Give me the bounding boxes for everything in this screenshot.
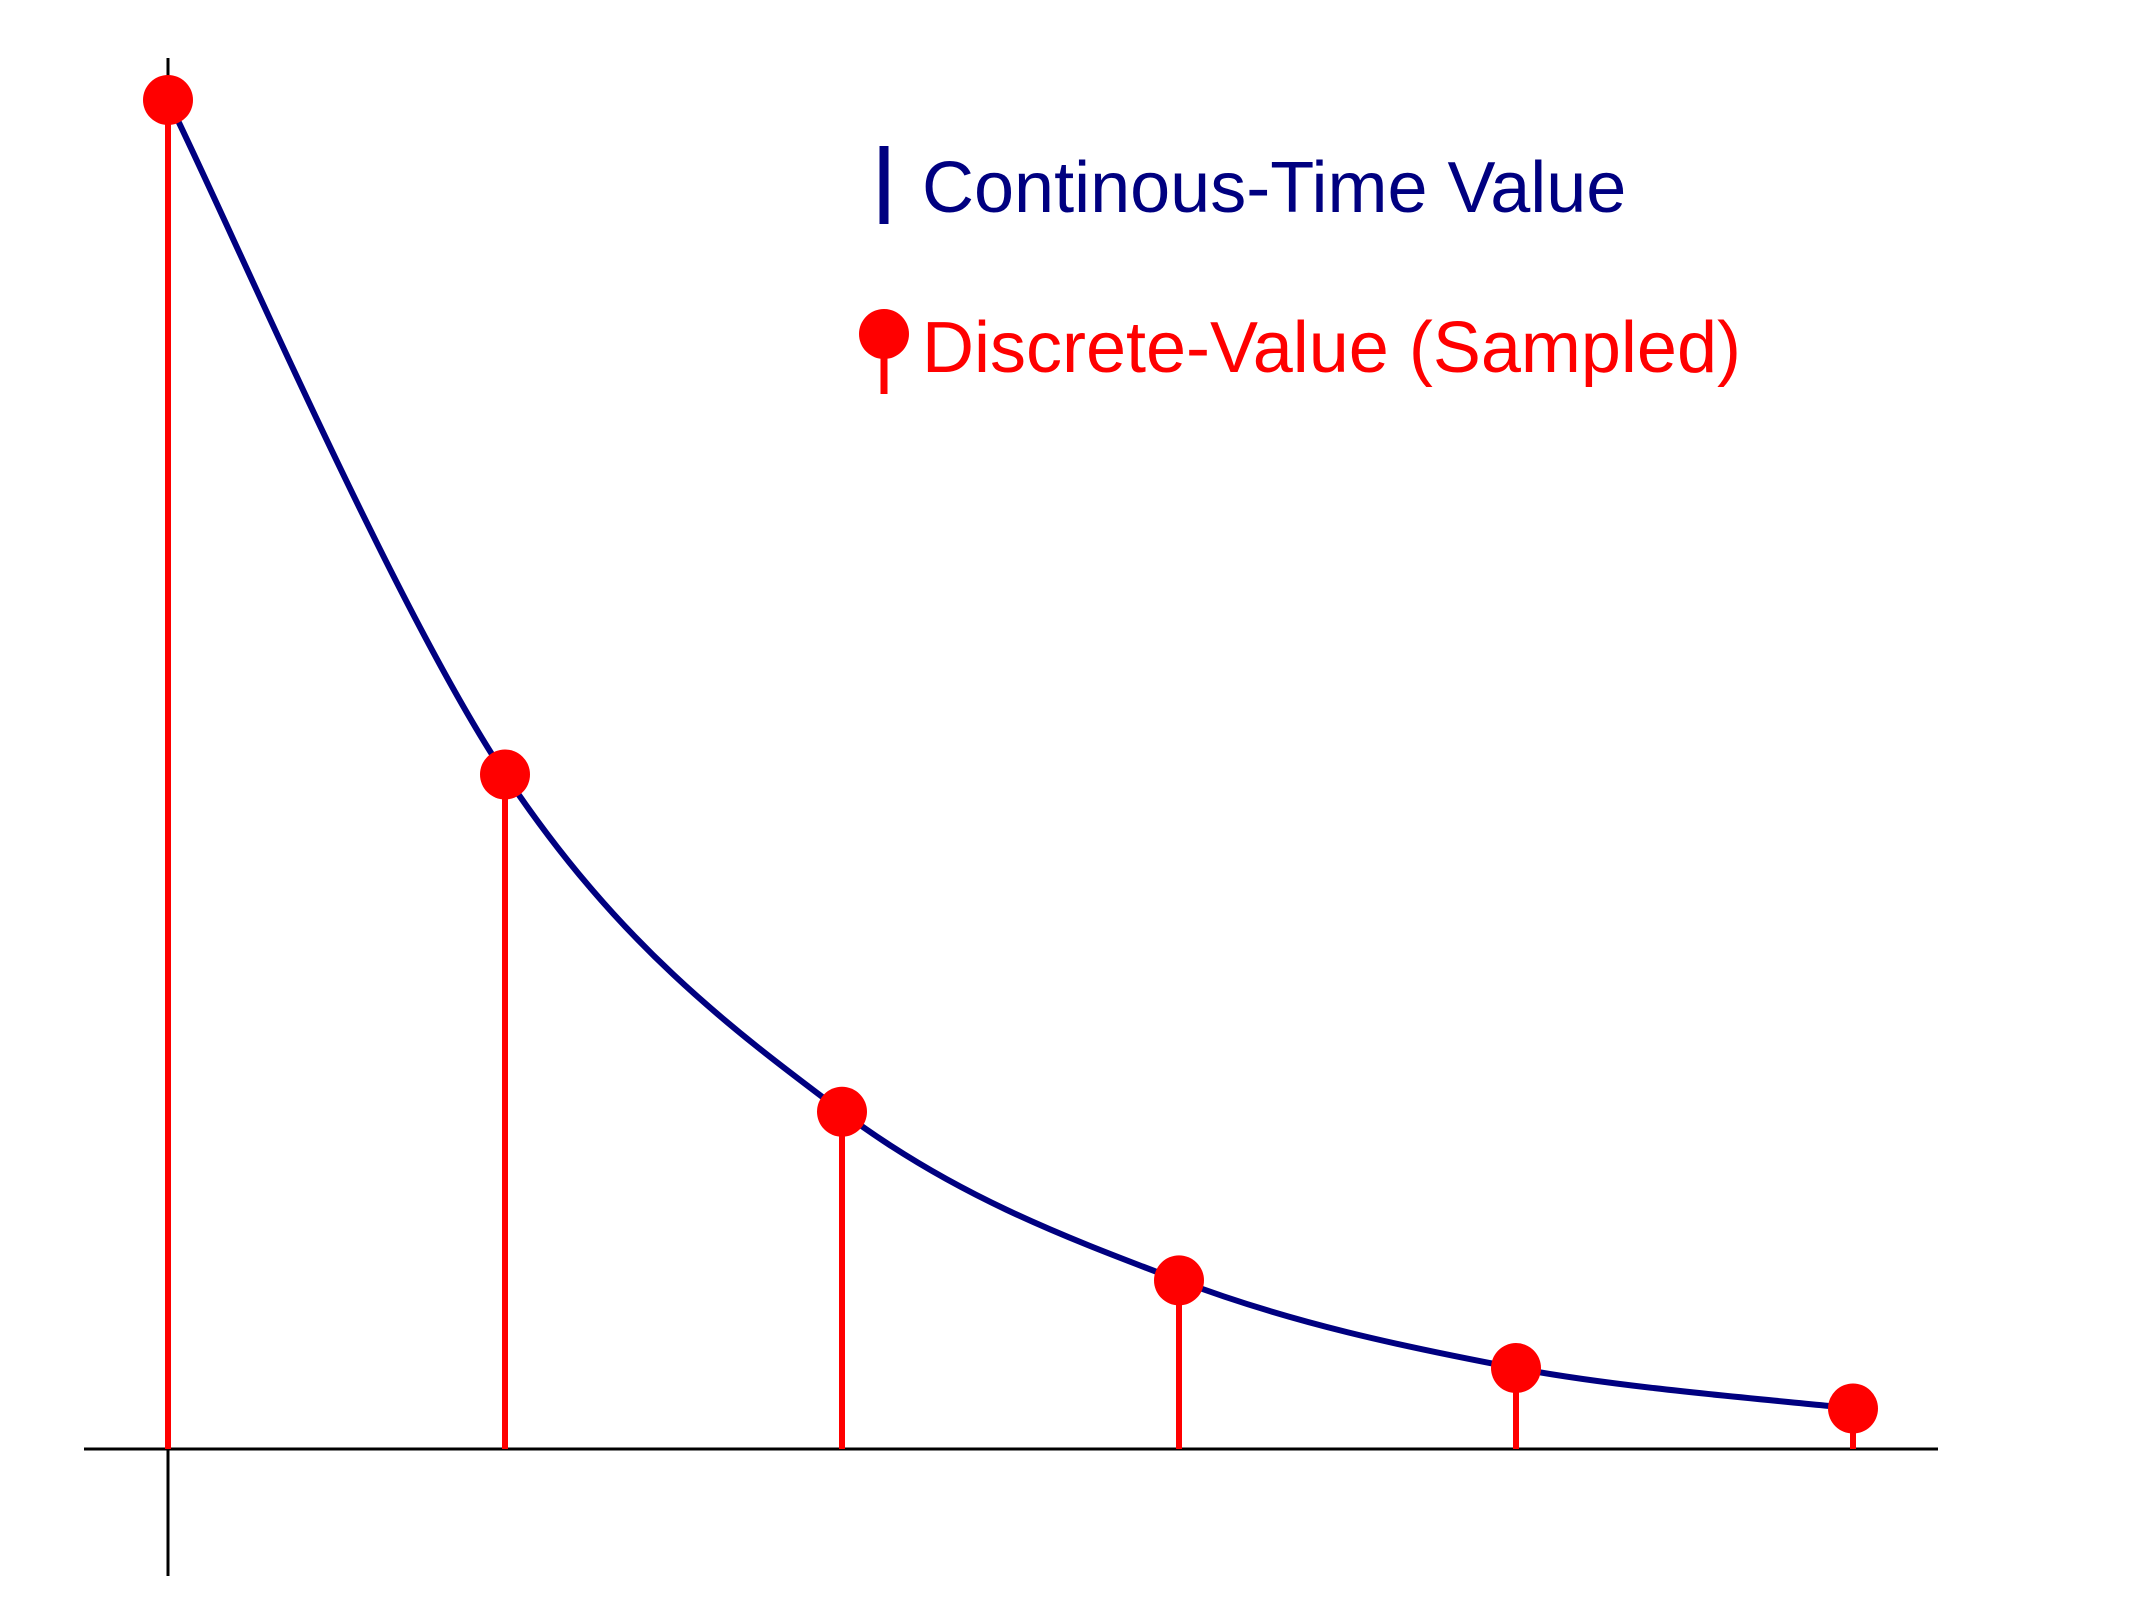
stem-series (143, 75, 1878, 1449)
stem-marker (1491, 1343, 1541, 1394)
stem-marker (1828, 1383, 1878, 1434)
continuous-curve (165, 98, 1854, 1412)
stem-marker (143, 75, 193, 125)
legend: Continous-Time Value Discrete-Value (Sam… (859, 146, 1741, 394)
stem-marker (1154, 1255, 1204, 1306)
legend-stem-swatch-marker (859, 309, 909, 359)
continuous-curve-line (165, 98, 1854, 1412)
stem-marker (817, 1086, 867, 1137)
legend-curve-label: Continous-Time Value (922, 148, 1626, 228)
legend-stem-label: Discrete-Value (Sampled) (922, 308, 1741, 388)
stem-marker (480, 749, 530, 800)
